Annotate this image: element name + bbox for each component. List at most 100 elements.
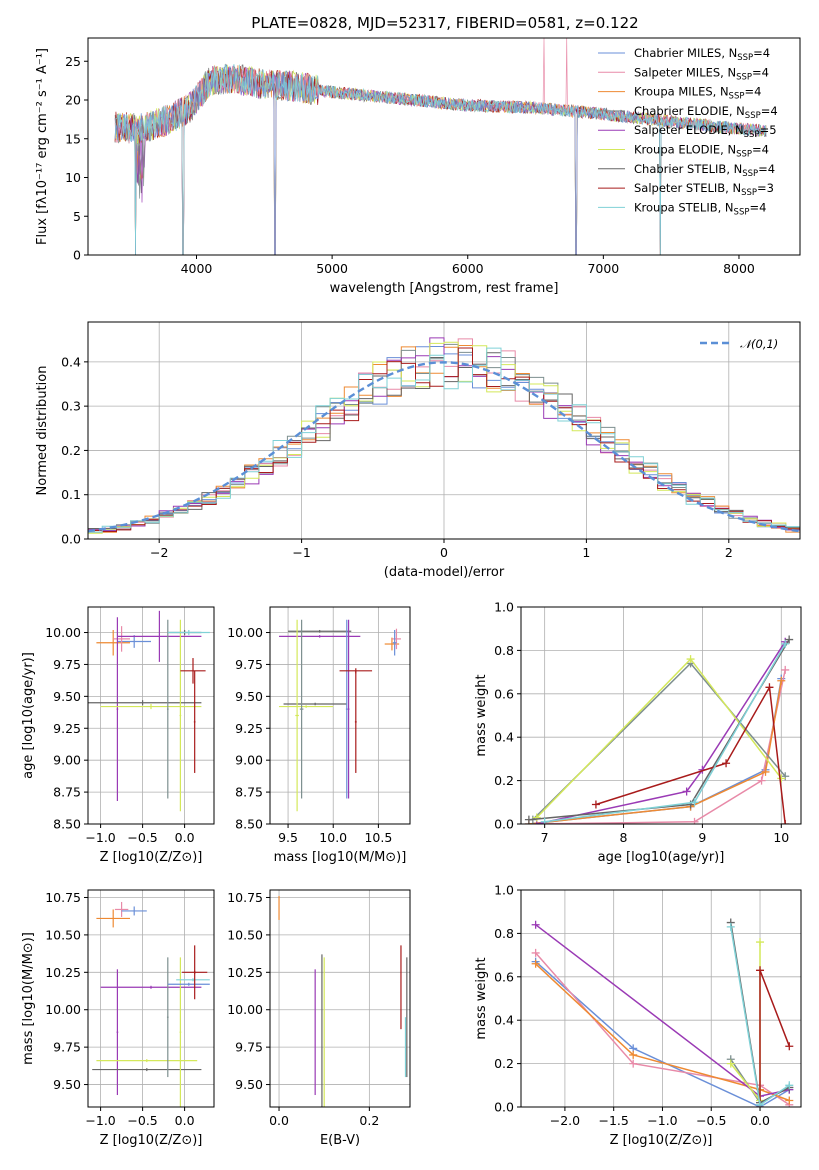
y-tick-label: 9.50 — [53, 689, 81, 704]
legend-label-sub: SSP — [736, 150, 752, 160]
series-marker — [531, 948, 540, 957]
legend-label-value: =3 — [757, 181, 774, 195]
series-marker — [726, 922, 735, 931]
age-vs-mass-panel: 9.5 10.0 10.5 8.50 8.75 9.00 9.25 9.50 9.75 10.00… — [227, 606, 411, 865]
y-tick-label: 9.50 — [235, 689, 263, 704]
legend-label-name: Kroupa MILES, N — [634, 85, 729, 99]
series-marker — [777, 676, 786, 685]
y-tick-label: 0.4 — [494, 1013, 514, 1028]
y-tick-label: 1.0 — [494, 883, 514, 898]
x-tick-label: 5000 — [316, 261, 348, 276]
legend-label-sub: SSP — [729, 92, 745, 102]
y-tick-label: 10.25 — [227, 965, 263, 980]
y-tick-label: 0.4 — [61, 354, 81, 369]
legend-label: Kroupa MILES, NSSP=4 — [634, 85, 761, 102]
series-marker — [765, 683, 774, 692]
series-marker — [686, 655, 695, 664]
series-marker — [756, 966, 765, 975]
y-tick-label: 10.00 — [45, 1002, 81, 1017]
y-tick-label: 10.75 — [45, 890, 81, 905]
y-tick-label: 0.4 — [494, 730, 514, 745]
x-axis-label: Z [log10(Z/Z⊙)] — [100, 1133, 203, 1148]
legend-label-name: Salpeter ELODIE, N — [634, 123, 744, 137]
series-line-0 — [535, 961, 790, 1107]
y-tick-label: 9.50 — [235, 1077, 263, 1092]
series-marker — [785, 1042, 794, 1051]
series-line-2 — [528, 680, 783, 824]
y-tick-label: 0.1 — [61, 487, 81, 502]
legend-label-value: =4 — [752, 65, 769, 79]
series-marker — [629, 1050, 638, 1059]
y-tick-label: 9.50 — [53, 1077, 81, 1092]
legend-label-value: =4 — [749, 200, 766, 214]
series-marker — [785, 1096, 794, 1105]
axes-frame — [269, 889, 411, 1108]
grid-lines — [521, 889, 801, 1108]
legend-label: Kroupa STELIB, NSSP=4 — [634, 200, 766, 217]
x-tick-label: −0.5 — [127, 1113, 157, 1128]
y-tick-label: 0.2 — [494, 773, 514, 788]
series-marker — [682, 787, 691, 796]
legend-label-sub: SSP — [745, 111, 761, 121]
y-tick-label: 15 — [65, 131, 81, 146]
x-tick-label: 9.5 — [278, 830, 298, 845]
y-tick-label: 10.50 — [45, 927, 81, 942]
x-axis-label: Z [log10(Z/Z⊙)] — [610, 1133, 713, 1148]
y-tick-label: 9.25 — [53, 721, 81, 736]
series-marker — [781, 665, 790, 674]
legend-label-name: Chabrier ELODIE, N — [634, 104, 745, 118]
series-line-3 — [532, 662, 786, 821]
plot-area — [92, 901, 210, 1107]
y-tick-label: 10 — [65, 170, 81, 185]
series-marker — [757, 776, 766, 785]
x-tick-label: 10.0 — [319, 830, 347, 845]
x-tick-label: 9 — [698, 830, 706, 845]
y-axis-label: Normed distribution — [35, 366, 50, 496]
x-tick-label: 7 — [541, 830, 549, 845]
x-axis-label: age [log10(age/yr)] — [598, 850, 725, 865]
series-marker — [531, 920, 540, 929]
spectrum-line-0 — [114, 64, 767, 255]
x-tick-label: −0.5 — [127, 830, 157, 845]
y-tick-label: 9.00 — [53, 753, 81, 768]
y-tick-label: 9.75 — [53, 1040, 81, 1055]
spectrum-line-8 — [114, 63, 767, 255]
legend-label-sub: SSP — [736, 72, 752, 82]
y-tick-label: 0 — [73, 248, 81, 263]
x-tick-label: 0.0 — [750, 1113, 770, 1128]
series-marker — [532, 813, 541, 822]
axes-frame — [520, 889, 802, 1108]
massweight-vs-metallicity-panel: −2.0 −1.5 −1.0 −0.5 0.0 0.0 0.2 0.4 0.6 0.8 1.0 Z [… — [474, 883, 802, 1148]
y-tick-label: 8.75 — [235, 785, 263, 800]
legend-label: Chabrier ELODIE, NSSP=4 — [634, 104, 778, 121]
gaussian-curve — [88, 361, 800, 533]
y-tick-label: 10.00 — [227, 1002, 263, 1017]
legend-label-sub: SSP — [744, 130, 760, 140]
age-vs-metallicity-panel: −1.0 −0.5 0.0 8.50 8.75 9.00 9.25 9.50 9.75 10.00… — [21, 606, 215, 865]
plot-area — [531, 918, 794, 1107]
x-tick-label: 0.0 — [175, 1113, 195, 1128]
series-line-4 — [536, 641, 786, 824]
series-marker — [756, 938, 765, 947]
x-tick-label: 7000 — [587, 261, 619, 276]
y-tick-label: 9.25 — [235, 721, 263, 736]
series-line-7 — [595, 684, 786, 824]
x-tick-label: 10 — [773, 830, 789, 845]
axes-frame — [520, 606, 802, 825]
x-tick-label: 4000 — [181, 261, 213, 276]
series-marker — [761, 767, 770, 776]
x-tick-label: −0.5 — [696, 1113, 726, 1128]
x-tick-label: −1.0 — [85, 830, 115, 845]
y-tick-label: 0.6 — [494, 686, 514, 701]
x-tick-label: −2 — [150, 545, 168, 560]
series-marker — [781, 820, 790, 824]
y-tick-label: 10.00 — [227, 625, 263, 640]
legend-label: Salpeter ELODIE, NSSP=5 — [634, 123, 777, 140]
x-tick-label: 8000 — [723, 261, 755, 276]
x-axis-label: (data-model)/error — [384, 565, 505, 580]
x-axis-label: wavelength [Angstrom, rest frame] — [330, 281, 559, 296]
y-tick-label: 10.00 — [45, 625, 81, 640]
